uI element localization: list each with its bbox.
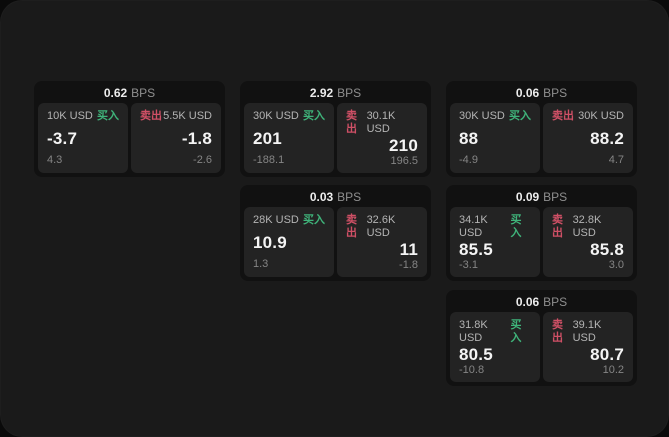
buy-delta: 4.3	[47, 154, 63, 166]
buy-price: 80.5	[459, 345, 493, 364]
buy-delta: -10.8	[459, 364, 485, 376]
buy-price: 10.9	[253, 233, 287, 252]
buy-delta: 1.3	[253, 258, 269, 270]
sell-panel[interactable]: 卖出 39.1K USD 80.7 10.2	[543, 312, 633, 382]
sell-delta: 10.2	[602, 364, 624, 376]
sell-amount: 32.6K USD	[366, 214, 396, 239]
sell-amount: 5.5K USD	[163, 110, 212, 122]
sell-price: 88.2	[590, 129, 624, 148]
buy-price: 85.5	[459, 240, 493, 259]
buy-label: 买入	[510, 214, 522, 239]
sell-delta: 196.5	[390, 155, 418, 167]
sell-amount: 30.1K USD	[366, 110, 396, 135]
buy-panel[interactable]: 34.1K USD 买入 85.5 -3.1	[450, 207, 540, 277]
buy-label: 买入	[509, 110, 531, 122]
buy-amount: 30K USD	[253, 110, 299, 122]
buy-label: 买入	[97, 110, 119, 122]
quote-card: 0.09 BPS 34.1K USD 买入 85.5 -3.1 卖出 32.8K…	[446, 185, 637, 281]
buy-label: 买入	[303, 214, 325, 226]
quote-card: 0.62 BPS 10K USD 买入 -3.7 4.3 卖出 5.5K USD…	[34, 81, 225, 177]
buy-amount: 10K USD	[47, 110, 93, 122]
sell-price: 80.7	[590, 345, 624, 364]
quote-card: 0.06 BPS 30K USD 买入 88 -4.9 卖出 30K USD 8…	[446, 81, 637, 177]
card-header: 0.62 BPS	[34, 81, 225, 103]
bps-value: 0.06	[515, 86, 540, 100]
sell-label: 卖出	[552, 319, 563, 344]
buy-amount: 31.8K USD	[459, 319, 488, 344]
sell-amount: 32.8K USD	[572, 214, 602, 239]
card-header: 2.92 BPS	[240, 81, 431, 103]
quote-card: 2.92 BPS 30K USD 买入 201 -188.1 卖出 30.1K …	[240, 81, 431, 177]
buy-label: 买入	[303, 110, 325, 122]
sell-amount: 30K USD	[578, 110, 624, 122]
bps-unit: BPS	[337, 86, 362, 100]
buy-delta: -4.9	[459, 154, 478, 166]
card-header: 0.06 BPS	[446, 81, 637, 103]
buy-price: 88	[459, 129, 479, 148]
sell-label: 卖出	[140, 110, 162, 122]
buy-panel[interactable]: 30K USD 买入 201 -188.1	[244, 103, 334, 173]
card-header: 0.03 BPS	[240, 185, 431, 207]
buy-delta: -188.1	[253, 154, 285, 166]
sell-panel[interactable]: 卖出 32.6K USD 11 -1.8	[337, 207, 427, 277]
bps-unit: BPS	[543, 295, 568, 309]
bps-value: 0.06	[515, 295, 540, 309]
buy-amount: 28K USD	[253, 214, 299, 226]
buy-delta: -3.1	[459, 259, 478, 271]
sell-delta: -1.8	[399, 259, 418, 271]
bps-value: 2.92	[309, 86, 334, 100]
sell-label: 卖出	[346, 110, 357, 135]
bps-unit: BPS	[543, 86, 568, 100]
card-header: 0.09 BPS	[446, 185, 637, 207]
sell-price: -1.8	[181, 129, 212, 148]
sell-price: 85.8	[590, 240, 624, 259]
sell-delta: -2.6	[193, 154, 212, 166]
sell-label: 卖出	[346, 214, 357, 239]
bps-unit: BPS	[337, 190, 362, 204]
bps-value: 0.03	[309, 190, 334, 204]
buy-panel[interactable]: 28K USD 买入 10.9 1.3	[244, 207, 334, 277]
quote-card: 0.06 BPS 31.8K USD 买入 80.5 -10.8 卖出 39.1…	[446, 290, 637, 386]
sell-panel[interactable]: 卖出 30K USD 88.2 4.7	[543, 103, 633, 173]
buy-amount: 30K USD	[459, 110, 505, 122]
sell-panel[interactable]: 卖出 5.5K USD -1.8 -2.6	[131, 103, 221, 173]
quote-card: 0.03 BPS 28K USD 买入 10.9 1.3 卖出 32.6K US…	[240, 185, 431, 281]
buy-price: 201	[253, 129, 282, 148]
sell-delta: 4.7	[608, 154, 624, 166]
sell-price: 210	[389, 136, 418, 155]
sell-delta: 3.0	[608, 259, 624, 271]
bps-value: 0.09	[515, 190, 540, 204]
sell-panel[interactable]: 卖出 30.1K USD 210 196.5	[337, 103, 427, 173]
sell-price: 11	[399, 240, 418, 259]
sell-panel[interactable]: 卖出 32.8K USD 85.8 3.0	[543, 207, 633, 277]
sell-label: 卖出	[552, 214, 563, 239]
buy-label: 买入	[510, 319, 522, 344]
buy-amount: 34.1K USD	[459, 214, 488, 239]
sell-label: 卖出	[552, 110, 574, 122]
card-header: 0.06 BPS	[446, 290, 637, 312]
bps-unit: BPS	[131, 86, 156, 100]
bps-value: 0.62	[103, 86, 128, 100]
buy-panel[interactable]: 10K USD 买入 -3.7 4.3	[38, 103, 128, 173]
bps-unit: BPS	[543, 190, 568, 204]
buy-panel[interactable]: 31.8K USD 买入 80.5 -10.8	[450, 312, 540, 382]
buy-price: -3.7	[47, 129, 78, 148]
sell-amount: 39.1K USD	[572, 319, 602, 344]
buy-panel[interactable]: 30K USD 买入 88 -4.9	[450, 103, 540, 173]
